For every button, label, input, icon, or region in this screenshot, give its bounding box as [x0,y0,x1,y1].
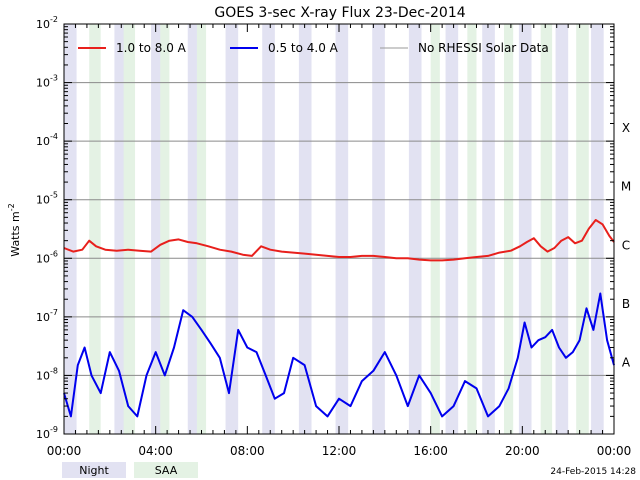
night-band [482,24,495,434]
x-tick-label: 00:00 [597,444,632,458]
series-legend: 1.0 to 8.0 A 0.5 to 4.0 A No RHESSI Solar … [78,41,549,55]
saa-band [540,24,553,434]
axis-ticks: 10-9 10-8 10-7 10-6 10-5 10-4 10-3 10-2 00:00 04:… [36,15,631,458]
x-tick-label: 04:00 [138,444,173,458]
flare-class-label: C [622,238,630,252]
saa-band [196,24,207,434]
night-band [555,24,569,434]
night-band [445,24,459,434]
night-band [298,24,312,434]
x-tick-label: 20:00 [505,444,540,458]
night-band [225,24,239,434]
y-tick-label: 10-2 [36,15,58,31]
night-band [372,24,385,434]
y-tick-label: 10-5 [36,191,58,207]
night-saa-legend: Night SAA [62,462,198,478]
bottom-legend-swatch [134,462,198,478]
saa-band [504,24,514,434]
night-band [408,24,422,434]
legend-entry: 0.5 to 4.0 A [268,41,339,55]
y-axis-label: Watts m-2 [7,203,22,256]
saa-band [123,24,136,434]
night-band [591,24,604,434]
timestamp: 24-Feb-2015 14:28 [550,467,636,477]
night-band [518,24,532,434]
bottom-legend-label: SAA [155,464,178,477]
night-band [64,24,77,434]
series-lines [63,219,615,418]
x-tick-label: 12:00 [322,444,357,458]
chart-title: GOES 3-sec X-ray Flux 23-Dec-2014 [214,5,465,21]
bottom-legend-swatch [62,462,126,478]
y-tick-label: 10-9 [36,425,58,441]
y-tick-label: 10-8 [36,366,58,382]
x-tick-label: 08:00 [230,444,265,458]
x-tick-label: 00:00 [47,444,82,458]
legend-entry: No RHESSI Solar Data [418,41,549,55]
saa-band [89,24,101,434]
y-tick-label: 10-7 [36,308,58,324]
series-line [63,219,615,262]
flare-class-label: B [622,297,630,311]
background-bands [64,24,604,434]
legend-entry: 1.0 to 8.0 A [116,41,187,55]
saa-band [576,24,589,434]
flare-class-label: M [621,180,631,194]
y-tick-label: 10-3 [36,74,58,90]
flare-class-label: A [622,355,631,369]
saa-band [430,24,440,434]
bottom-legend-label: Night [79,464,109,477]
grid-lines [64,82,614,376]
night-band [335,24,349,434]
flare-class-label: X [622,121,630,135]
saa-band [467,24,477,434]
x-tick-label: 16:00 [413,444,448,458]
y-tick-label: 10-6 [36,249,58,265]
night-band [262,24,275,434]
series-line [63,292,615,418]
y-tick-label: 10-4 [36,132,58,148]
saa-band [160,24,170,434]
